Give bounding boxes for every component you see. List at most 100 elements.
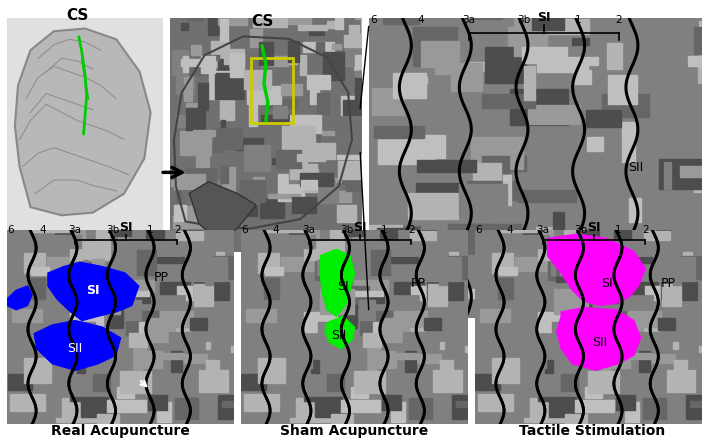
Bar: [671, 263, 709, 285]
Bar: [566, 57, 598, 65]
Bar: [616, 396, 635, 410]
Bar: [536, 227, 557, 256]
Bar: [552, 156, 583, 185]
Bar: [508, 27, 538, 54]
Bar: [348, 216, 365, 236]
Bar: [236, 138, 262, 150]
Bar: [551, 260, 555, 275]
Bar: [654, 286, 676, 300]
Bar: [216, 251, 224, 263]
Bar: [327, 374, 344, 391]
Bar: [629, 241, 668, 271]
Bar: [355, 78, 379, 104]
Bar: [225, 206, 257, 216]
Bar: [644, 231, 671, 240]
Polygon shape: [557, 308, 641, 370]
Bar: [476, 374, 500, 390]
Bar: [608, 43, 622, 69]
Bar: [351, 387, 368, 398]
Bar: [244, 70, 271, 89]
Bar: [440, 343, 445, 349]
Bar: [411, 135, 445, 158]
Text: SI: SI: [119, 221, 133, 234]
Bar: [528, 214, 567, 236]
Bar: [240, 180, 265, 202]
Bar: [369, 225, 401, 231]
Bar: [192, 180, 219, 195]
Bar: [343, 100, 374, 114]
Bar: [589, 294, 618, 303]
Text: 4: 4: [417, 15, 424, 25]
Bar: [627, 320, 659, 339]
Text: 6: 6: [475, 225, 481, 235]
Text: 3a: 3a: [462, 15, 475, 25]
Bar: [528, 105, 579, 123]
Bar: [658, 318, 676, 330]
Bar: [435, 68, 460, 74]
Bar: [403, 332, 434, 342]
Bar: [107, 400, 147, 412]
Bar: [629, 198, 641, 222]
Bar: [593, 300, 609, 320]
Bar: [541, 19, 588, 34]
Bar: [613, 257, 652, 263]
Bar: [415, 354, 441, 363]
Bar: [674, 266, 709, 279]
Text: 3b: 3b: [340, 225, 353, 235]
Bar: [537, 241, 578, 260]
Bar: [449, 224, 492, 259]
Bar: [307, 76, 330, 89]
Bar: [558, 262, 589, 267]
Text: PP: PP: [154, 271, 169, 284]
Bar: [97, 414, 119, 423]
Bar: [364, 333, 381, 347]
Bar: [171, 180, 189, 186]
Bar: [316, 241, 343, 251]
Bar: [157, 402, 172, 422]
Bar: [530, 398, 564, 422]
Polygon shape: [320, 249, 354, 316]
Polygon shape: [547, 234, 645, 305]
Bar: [313, 143, 335, 159]
Bar: [625, 402, 640, 422]
Bar: [56, 418, 72, 422]
Bar: [337, 155, 371, 159]
Bar: [586, 291, 617, 297]
Bar: [424, 318, 442, 330]
Bar: [354, 43, 367, 70]
Bar: [263, 218, 303, 232]
Bar: [47, 257, 85, 271]
Bar: [125, 311, 158, 335]
Bar: [498, 278, 513, 299]
Bar: [249, 105, 257, 126]
Text: SII: SII: [627, 161, 643, 175]
Bar: [545, 360, 552, 373]
Bar: [23, 358, 51, 383]
Bar: [260, 198, 284, 218]
Bar: [350, 168, 376, 172]
Bar: [464, 346, 494, 352]
Bar: [495, 290, 508, 312]
Bar: [222, 400, 245, 407]
Bar: [349, 38, 354, 47]
Polygon shape: [189, 182, 257, 240]
Bar: [372, 88, 404, 115]
Polygon shape: [34, 320, 121, 370]
Bar: [506, 282, 559, 317]
Bar: [96, 229, 109, 248]
Bar: [322, 131, 334, 135]
Bar: [586, 221, 596, 239]
Bar: [394, 311, 427, 328]
Bar: [354, 160, 366, 182]
Bar: [146, 230, 164, 239]
Bar: [561, 374, 578, 391]
Text: 2: 2: [615, 15, 622, 25]
Bar: [31, 267, 49, 274]
Bar: [30, 278, 45, 299]
Bar: [464, 279, 492, 303]
Bar: [180, 131, 211, 155]
Bar: [316, 42, 323, 54]
Bar: [315, 261, 325, 280]
Bar: [224, 49, 244, 64]
Bar: [451, 63, 481, 91]
